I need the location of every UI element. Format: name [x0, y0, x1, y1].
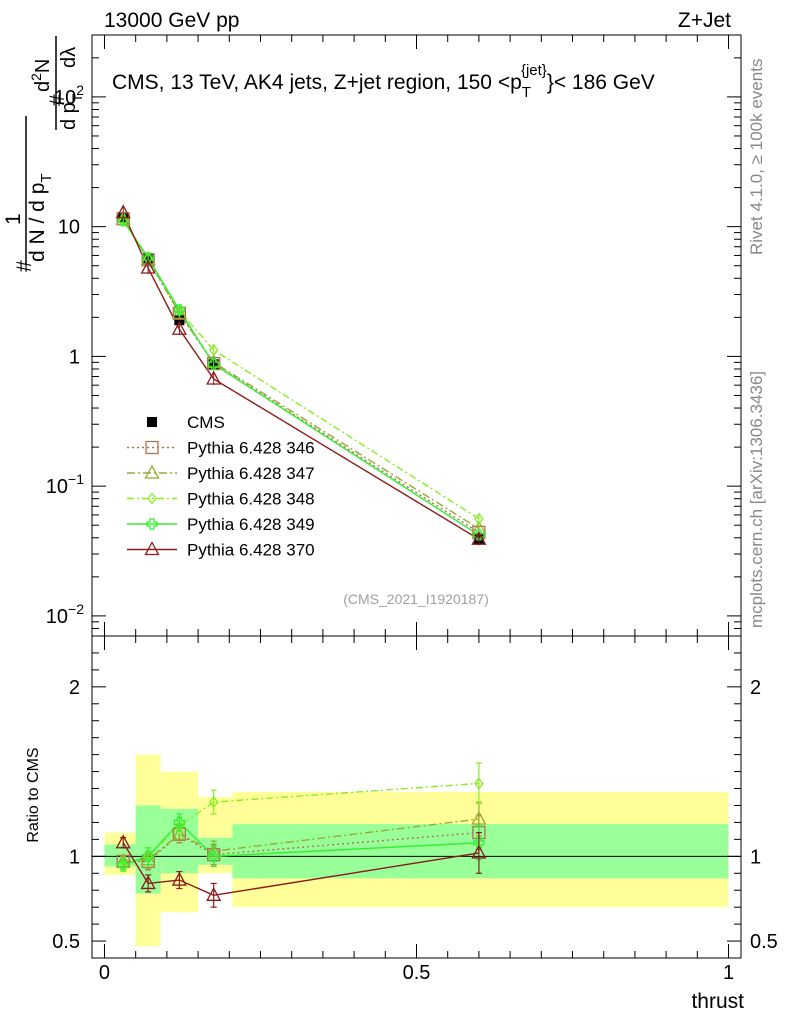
data-point-p370: [471, 530, 487, 545]
data-point-p349: [473, 529, 485, 541]
data-point-p349: [142, 252, 154, 264]
ratio-y-tick-label-right: 0.5: [750, 931, 778, 953]
ratio-point-p349: [142, 850, 154, 862]
ratio-point-p349: [208, 850, 220, 862]
ratio-y-tick-label-left: 0.5: [52, 931, 80, 953]
ratio-point-p349: [473, 837, 485, 849]
data-point-p370: [206, 370, 222, 385]
data-point-p348: [208, 343, 219, 357]
ratio-point-p347: [171, 825, 187, 840]
ratio-plot-ticks: 0.5 0.5 1 1 2 2 0 0.5 1: [52, 636, 778, 984]
data-point-p370: [140, 259, 156, 274]
y-tick-exp: −2: [68, 601, 84, 617]
plot-title-post: }< 186 GeV: [547, 71, 655, 94]
y-label-hash2: #: [46, 94, 69, 106]
legend-marker-p370: [144, 541, 160, 556]
legend: CMS Pythia 6.428 346 Pythia 6.428 347 Pythi…: [127, 413, 315, 560]
y-label-one: 1: [2, 213, 25, 225]
ratio-point-p349: [173, 816, 186, 829]
main-plot-series: [115, 204, 487, 546]
ratio-y-label: Ratio to CMS: [25, 747, 42, 842]
ratio-plot-panel: 0.5 0.5 1 1 2 2 0 0.5 1 Ratio to CMS thrust: [25, 635, 778, 1013]
ratio-point-p348: [474, 777, 484, 790]
ratio-y-tick-label-right: 2: [750, 677, 761, 699]
x-tick-label: 1: [723, 962, 734, 984]
series-line-p346: [122, 218, 480, 534]
series-line-p347: [122, 218, 480, 530]
ratio-point-p347: [471, 810, 487, 825]
legend-label-p346: Pythia 6.428 346: [187, 439, 315, 458]
process-label: Z+Jet: [678, 9, 731, 32]
ratio-y-tick-label-right: 1: [750, 846, 761, 868]
data-point-cms: [174, 315, 185, 326]
plot-title-sup: {jet}: [521, 62, 547, 79]
data-point-p348: [474, 512, 484, 525]
energy-label: 13000 GeV pp: [104, 9, 239, 32]
analysis-watermark: (CMS_2021_I1920187): [343, 591, 489, 607]
plot-title-pre: CMS, 13 TeV, AK4 jets, Z+jet region, 150…: [112, 71, 522, 94]
ratio-point-p349: [117, 859, 129, 871]
mcplots-label: mcplots.cern.ch [arXiv:1306.3436]: [747, 371, 766, 628]
rivet-version-label: Rivet 4.1.0, ≥ 100k events: [747, 59, 766, 255]
plot-title-sub: T: [522, 84, 531, 101]
y-axis-label: # 1 d N / d pT # d2N d pT dλ: [2, 36, 85, 272]
ratio-y-tick-label-left: 1: [69, 846, 80, 868]
y-tick-label: 1: [69, 346, 80, 368]
legend-label-p370: Pythia 6.428 370: [187, 541, 315, 560]
ratio-point-p348: [208, 796, 219, 809]
data-point-p349: [173, 304, 186, 316]
data-point-p348: [118, 215, 129, 228]
data-point-p370: [171, 320, 187, 335]
plot-title: CMS, 13 TeV, AK4 jets, Z+jet region, 150…: [112, 62, 655, 101]
ratio-point-p348: [118, 860, 129, 873]
x-axis-label: thrust: [691, 990, 744, 1013]
series-line-p349: [122, 219, 480, 536]
legend-marker-p348: [147, 492, 157, 505]
legend-marker-p346: [145, 440, 159, 455]
ratio-point-p370: [171, 871, 187, 886]
legend-marker-cms: [147, 417, 157, 427]
y-tick-label: 10−2: [46, 601, 84, 628]
ratio-point-p370: [140, 875, 156, 890]
y-tick-label: 10: [58, 217, 80, 239]
ratio-point-p370: [206, 886, 222, 901]
ratio-series: [115, 762, 487, 908]
legend-label-p348: Pythia 6.428 348: [187, 490, 315, 509]
ratio-point-p370: [115, 834, 131, 849]
ratio-point-p370: [471, 844, 487, 859]
y-tick-label: 10−1: [46, 471, 84, 498]
y-label-dN-over: d N / d pT: [26, 173, 55, 262]
legend-label-p347: Pythia 6.428 347: [187, 464, 315, 483]
y-label-dlambda: dλ: [58, 47, 80, 68]
data-point-p349: [208, 358, 220, 370]
y-tick-exp: −1: [68, 471, 84, 487]
data-point-p370: [115, 204, 131, 219]
y-tick-exp: 2: [76, 82, 84, 98]
legend-marker-p349: [146, 518, 158, 530]
legend-marker-p347: [144, 464, 160, 479]
uncertainty-bands: [104, 754, 729, 947]
y-label-d2N: d2N: [28, 59, 54, 92]
x-tick-label: 0: [99, 962, 110, 984]
y-label-dp: d pT: [58, 93, 85, 130]
legend-label-p349: Pythia 6.428 349: [187, 515, 315, 534]
ratio-y-tick-label-left: 2: [69, 677, 80, 699]
legend-label-cms: CMS: [187, 413, 225, 432]
x-tick-label: 0.5: [403, 962, 431, 984]
y-label-hash: #: [13, 260, 36, 272]
